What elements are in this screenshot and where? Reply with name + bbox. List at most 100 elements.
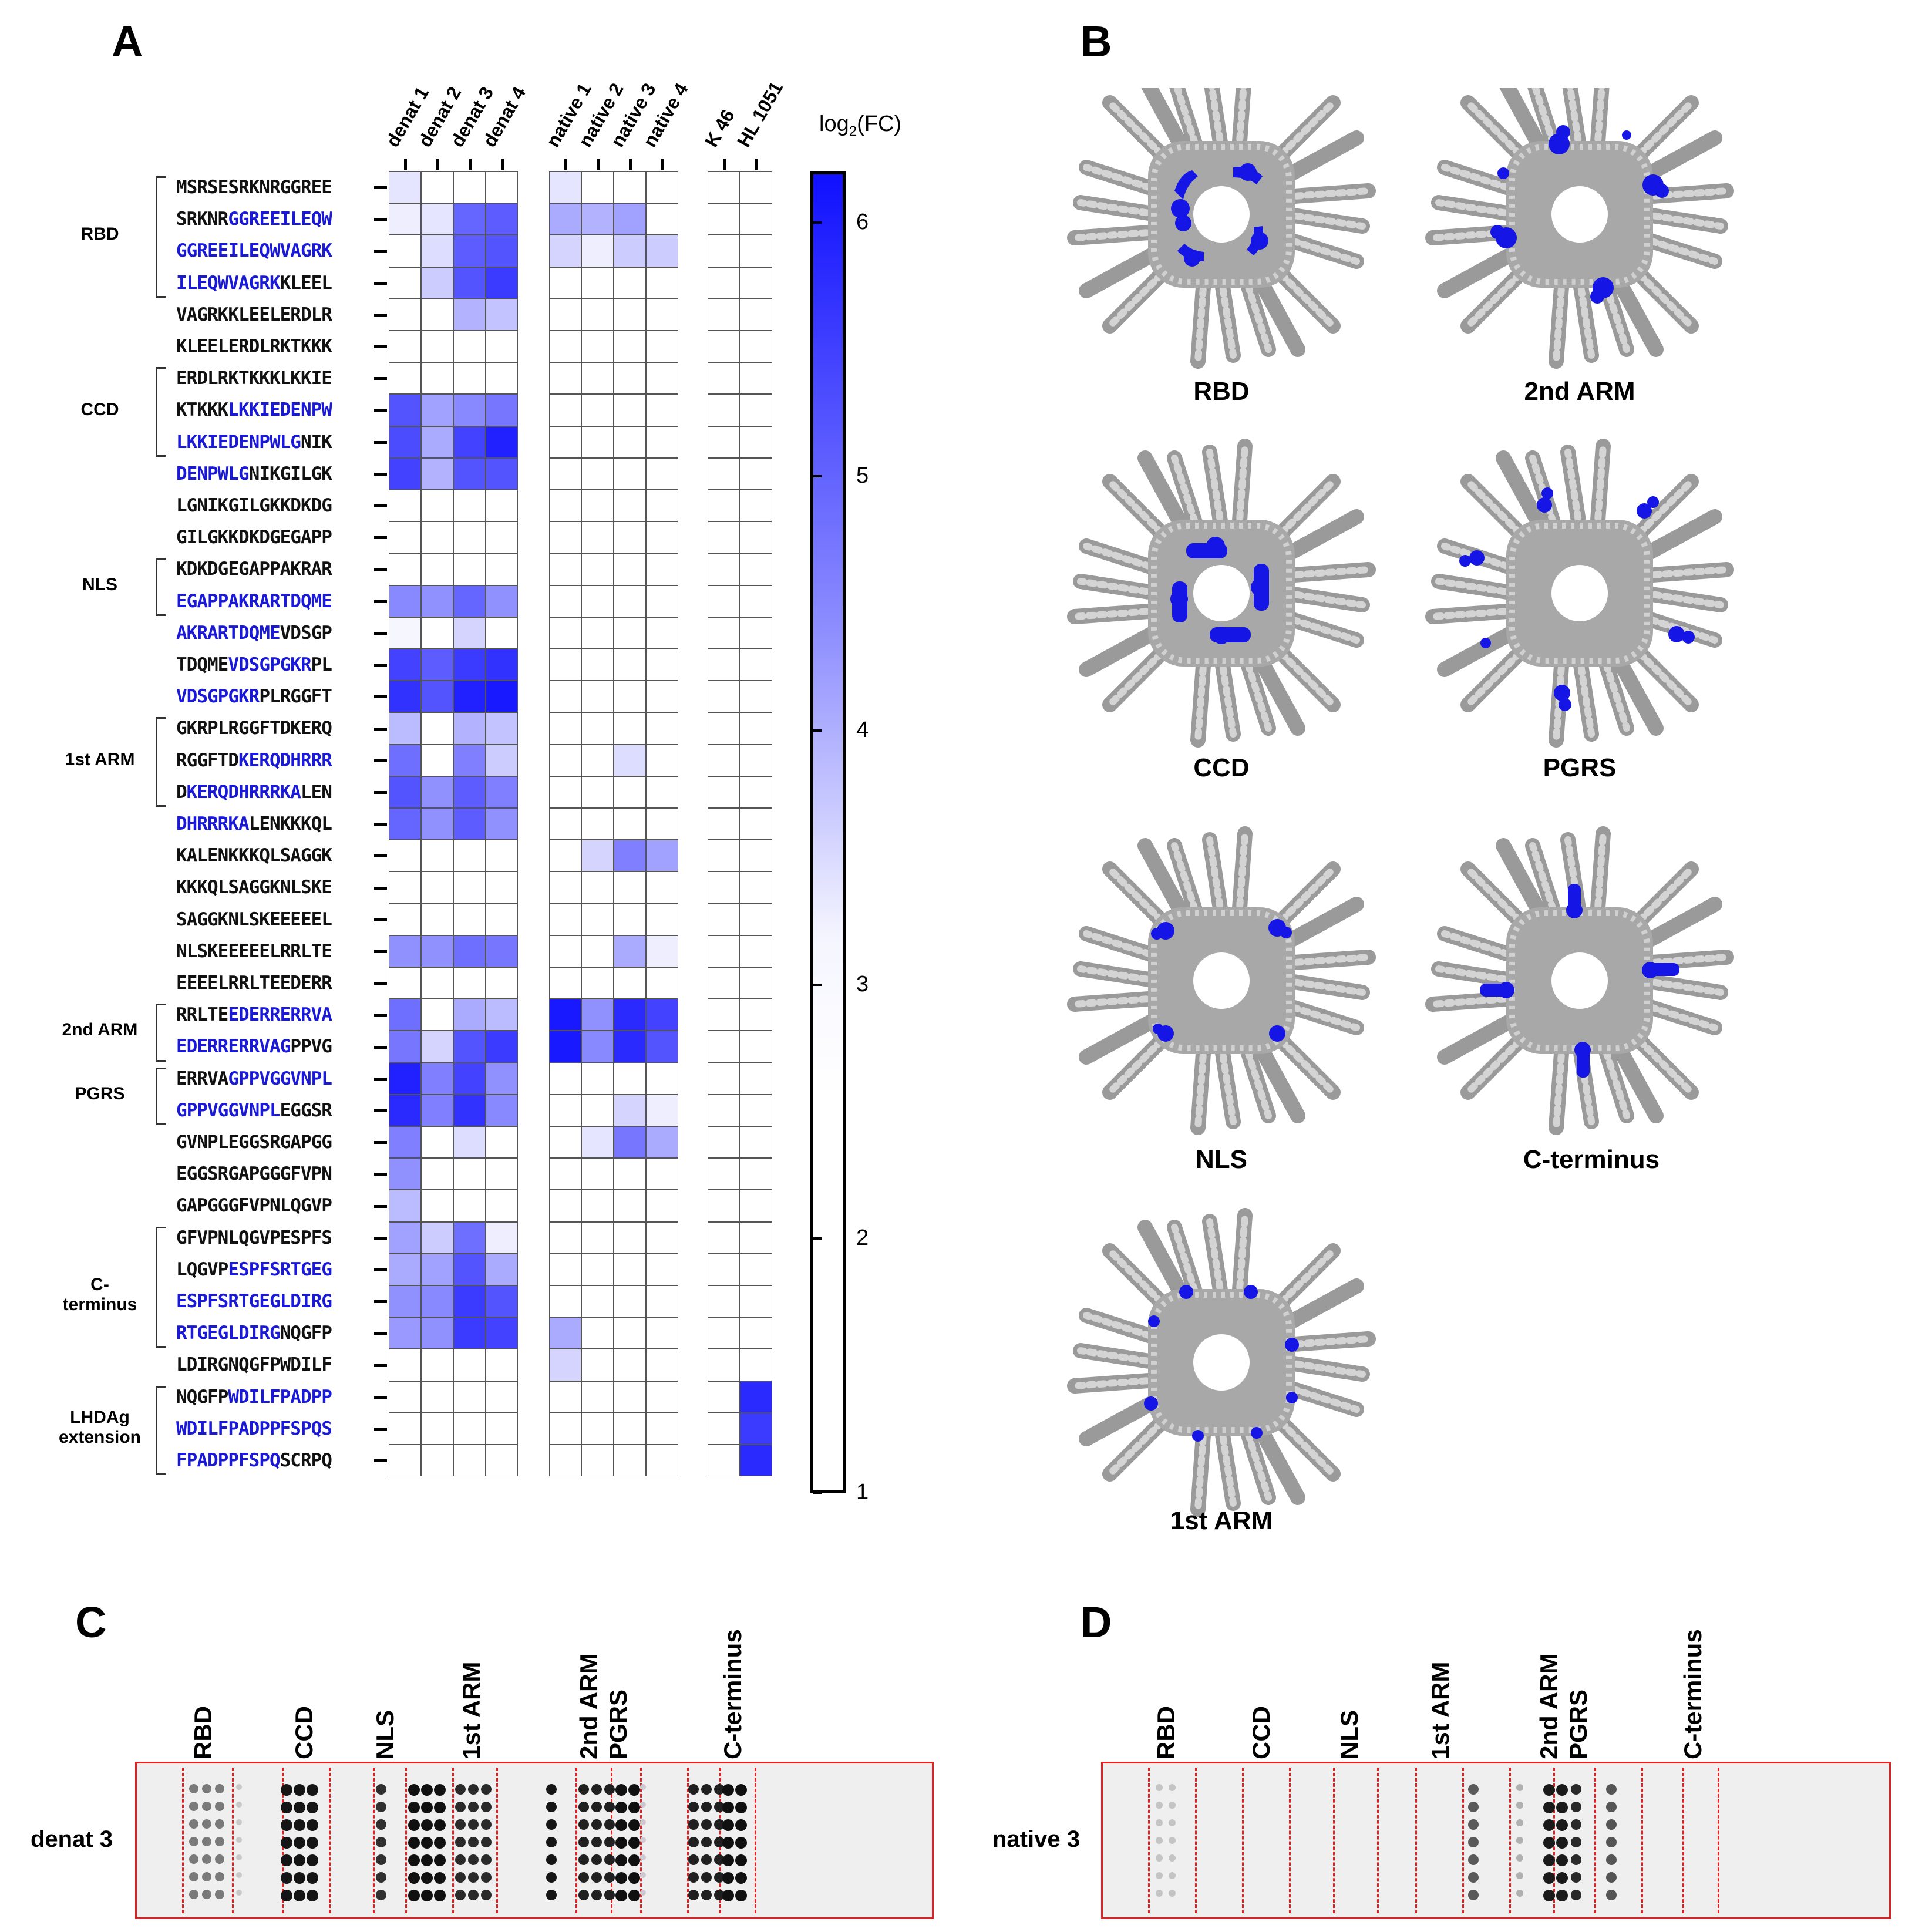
- heatmap-cell: [708, 490, 740, 522]
- heatmap-cell: [708, 649, 740, 681]
- blot-dot: [578, 1819, 589, 1830]
- heatmap-cell: [646, 1158, 678, 1190]
- row-tick: [374, 440, 387, 444]
- row-tick: [374, 1173, 387, 1176]
- heatmap-cell: [581, 457, 614, 490]
- structure-pgrs: [1433, 446, 1726, 740]
- blot-separator: [1148, 1768, 1150, 1913]
- blot-dot: [189, 1854, 198, 1864]
- heatmap-cell: [421, 1031, 453, 1063]
- blot-dot: [688, 1784, 699, 1795]
- heatmap-cell: [453, 649, 486, 681]
- heatmap-cell: [740, 1445, 772, 1477]
- heatmap-cell: [708, 1445, 740, 1477]
- blot-dot: [236, 1802, 242, 1808]
- blot-column-label: 1st ARM: [457, 1661, 485, 1759]
- heatmap-cell: [549, 1381, 581, 1413]
- blot-dot: [615, 1784, 627, 1796]
- peptide-label: GPPVGGVNPLEGGSR: [176, 1095, 373, 1126]
- peptide-seq-plain: LGNIKGILGKKDKDG: [176, 495, 332, 516]
- heatmap-cell: [549, 1126, 581, 1159]
- heatmap-cell: [740, 457, 772, 490]
- blot-dot: [1543, 1819, 1555, 1831]
- heatmap-cell: [453, 871, 486, 904]
- peptide-seq-highlight: FPADPPFSPQ: [176, 1450, 281, 1471]
- heatmap-cell: [708, 171, 740, 204]
- heatmap-cell: [453, 808, 486, 840]
- heatmap-cell: [646, 1381, 678, 1413]
- heatmap-cell: [453, 1253, 486, 1285]
- heatmap-cell: [389, 1445, 421, 1477]
- group-label: C-terminus: [62, 1275, 137, 1314]
- heatmap-cell: [421, 585, 453, 617]
- heatmap-cell: [389, 1381, 421, 1413]
- heatmap-cell: [453, 1412, 486, 1445]
- heatmap-cell: [614, 1158, 646, 1190]
- peptide-seq-plain: SAGGKNLSKEEEEEL: [176, 908, 332, 930]
- blot-dot: [434, 1802, 446, 1813]
- peptide-seq-plain: KLEELERDLRKTKKK: [176, 336, 332, 357]
- heatmap-cell: [453, 1221, 486, 1254]
- heatmap-cell: [421, 1062, 453, 1095]
- heatmap-cell: [614, 553, 646, 585]
- peptide-label: LKKIEDENPWLGNIK: [176, 426, 373, 458]
- heatmap-cell: [708, 681, 740, 713]
- peptide-seq-highlight: LKKIEDENPW: [228, 399, 332, 421]
- heatmap-cell: [646, 1285, 678, 1318]
- blot-dot: [294, 1802, 305, 1813]
- peptide-label: EEEELRRLTEEDERR: [176, 967, 373, 999]
- heatmap-cell: [581, 903, 614, 935]
- row-tick: [374, 186, 387, 190]
- blot-dot: [722, 1837, 734, 1849]
- peptide-label: DENPWLGNIKGILGK: [176, 458, 373, 490]
- heatmap-cell: [581, 521, 614, 554]
- heatmap-cell: [389, 521, 421, 554]
- row-tick: [374, 1332, 387, 1335]
- colorbar-tick: [813, 1237, 822, 1240]
- blot-dot: [628, 1837, 640, 1849]
- row-tick: [374, 1141, 387, 1145]
- blot-dot: [701, 1854, 712, 1865]
- heatmap-cell: [740, 235, 772, 267]
- heatmap-cell: [740, 267, 772, 299]
- blot-dot: [1156, 1872, 1163, 1879]
- heatmap-cell: [646, 1253, 678, 1285]
- heatmap-cell: [581, 1190, 614, 1222]
- heatmap-cell: [389, 1412, 421, 1445]
- blot-dot: [628, 1890, 640, 1901]
- heatmap-cell: [421, 776, 453, 808]
- colorbar-tick-label: 1: [856, 1480, 869, 1504]
- peptide-seq-plain: LENKKKQL: [248, 813, 332, 834]
- heatmap-cell: [421, 426, 453, 458]
- blot-dot: [735, 1872, 747, 1884]
- peptide-seq-highlight: EGAPPAKRARTDQME: [176, 590, 332, 612]
- blot-dot: [307, 1819, 318, 1831]
- blot-dot: [468, 1802, 479, 1812]
- peptide-seq-highlight: AKRARTDQME: [176, 622, 281, 644]
- peptide-label: MSRSESRKNRGGREE: [176, 171, 373, 203]
- blot-dot: [189, 1819, 198, 1829]
- panel-letter-b: B: [1081, 17, 1112, 66]
- heatmap-cell: [646, 235, 678, 267]
- blot-dot: [189, 1802, 198, 1811]
- heatmap-cell: [389, 617, 421, 649]
- peptide-seq-highlight: WDILFPADPPFSPQS: [176, 1418, 332, 1439]
- heatmap-cell: [581, 681, 614, 713]
- heatmap-cell: [389, 903, 421, 935]
- heatmap-cell: [486, 298, 518, 331]
- heatmap-cell: [740, 553, 772, 585]
- heatmap-cell: [549, 1285, 581, 1318]
- peptide-seq-plain: LDIRGNQGFPWDILF: [176, 1354, 332, 1376]
- blot-separator: [1195, 1768, 1197, 1913]
- row-tick: [374, 218, 387, 221]
- heatmap-cell: [708, 235, 740, 267]
- colorbar-tick: [813, 1492, 822, 1494]
- heatmap-cell: [421, 903, 453, 935]
- heatmap-cell: [453, 235, 486, 267]
- heatmap-cell: [646, 999, 678, 1031]
- blot-dot: [294, 1784, 305, 1796]
- peptide-seq-highlight: WDILFPADPP: [228, 1386, 332, 1408]
- blot-dot: [434, 1854, 446, 1866]
- group-label: LHDAg extension: [58, 1407, 142, 1447]
- colorbar-tick-label: 2: [856, 1226, 869, 1251]
